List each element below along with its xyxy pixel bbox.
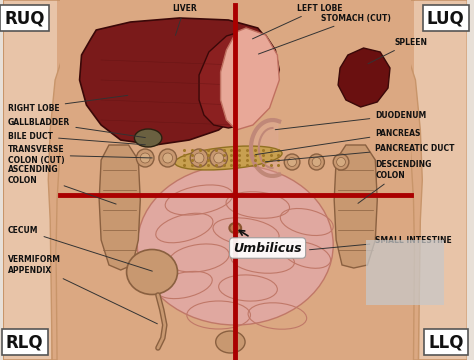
Text: LUQ: LUQ bbox=[427, 9, 465, 27]
Text: STOMACH (CUT): STOMACH (CUT) bbox=[258, 14, 392, 54]
Polygon shape bbox=[3, 0, 82, 360]
Polygon shape bbox=[338, 48, 390, 107]
Ellipse shape bbox=[210, 149, 228, 167]
Ellipse shape bbox=[175, 146, 282, 170]
Ellipse shape bbox=[135, 129, 162, 147]
Ellipse shape bbox=[312, 158, 321, 166]
Ellipse shape bbox=[190, 149, 208, 167]
FancyBboxPatch shape bbox=[60, 0, 410, 360]
Text: GALLBLADDER: GALLBLADDER bbox=[8, 117, 146, 138]
Ellipse shape bbox=[216, 331, 245, 353]
Text: SPLEEN: SPLEEN bbox=[368, 37, 428, 64]
Text: Umbilicus: Umbilicus bbox=[233, 230, 302, 255]
Text: RIGHT LOBE: RIGHT LOBE bbox=[8, 95, 128, 113]
Ellipse shape bbox=[159, 149, 176, 167]
Ellipse shape bbox=[137, 149, 154, 167]
Polygon shape bbox=[99, 145, 140, 270]
Text: VERMIFORM
APPENDIX: VERMIFORM APPENDIX bbox=[8, 255, 157, 324]
Text: TRANSVERSE
COLON (CUT): TRANSVERSE COLON (CUT) bbox=[8, 145, 152, 165]
Text: SMALL INTESTINE: SMALL INTESTINE bbox=[310, 235, 452, 250]
Polygon shape bbox=[390, 0, 422, 360]
Text: LEFT LOBE: LEFT LOBE bbox=[253, 4, 343, 39]
Ellipse shape bbox=[194, 153, 204, 163]
Ellipse shape bbox=[284, 154, 300, 170]
Polygon shape bbox=[390, 0, 467, 360]
Ellipse shape bbox=[288, 158, 296, 166]
Text: DESCENDING
COLON: DESCENDING COLON bbox=[358, 160, 432, 203]
Polygon shape bbox=[48, 0, 82, 360]
Ellipse shape bbox=[337, 158, 346, 166]
Text: RLQ: RLQ bbox=[6, 333, 44, 351]
Ellipse shape bbox=[229, 223, 241, 233]
Ellipse shape bbox=[309, 154, 324, 170]
Ellipse shape bbox=[333, 154, 349, 170]
Text: RUQ: RUQ bbox=[4, 9, 45, 27]
Text: LIVER: LIVER bbox=[172, 4, 197, 35]
Text: PANCREATIC DUCT: PANCREATIC DUCT bbox=[265, 144, 455, 162]
Ellipse shape bbox=[163, 153, 173, 163]
Ellipse shape bbox=[214, 153, 224, 163]
Polygon shape bbox=[57, 0, 414, 360]
Ellipse shape bbox=[140, 153, 150, 163]
Text: BILE DUCT: BILE DUCT bbox=[8, 131, 146, 145]
Text: CECUM: CECUM bbox=[8, 225, 152, 271]
Text: DUODENUM: DUODENUM bbox=[275, 111, 427, 130]
Polygon shape bbox=[334, 145, 377, 268]
Polygon shape bbox=[199, 30, 279, 128]
Ellipse shape bbox=[127, 249, 177, 294]
Polygon shape bbox=[220, 28, 279, 130]
Text: PANCREAS: PANCREAS bbox=[255, 129, 421, 154]
Polygon shape bbox=[80, 18, 268, 145]
Ellipse shape bbox=[137, 165, 333, 325]
Bar bbox=[365, 240, 444, 305]
Text: LLQ: LLQ bbox=[428, 333, 464, 351]
Text: ASCENDING
COLON: ASCENDING COLON bbox=[8, 165, 116, 204]
